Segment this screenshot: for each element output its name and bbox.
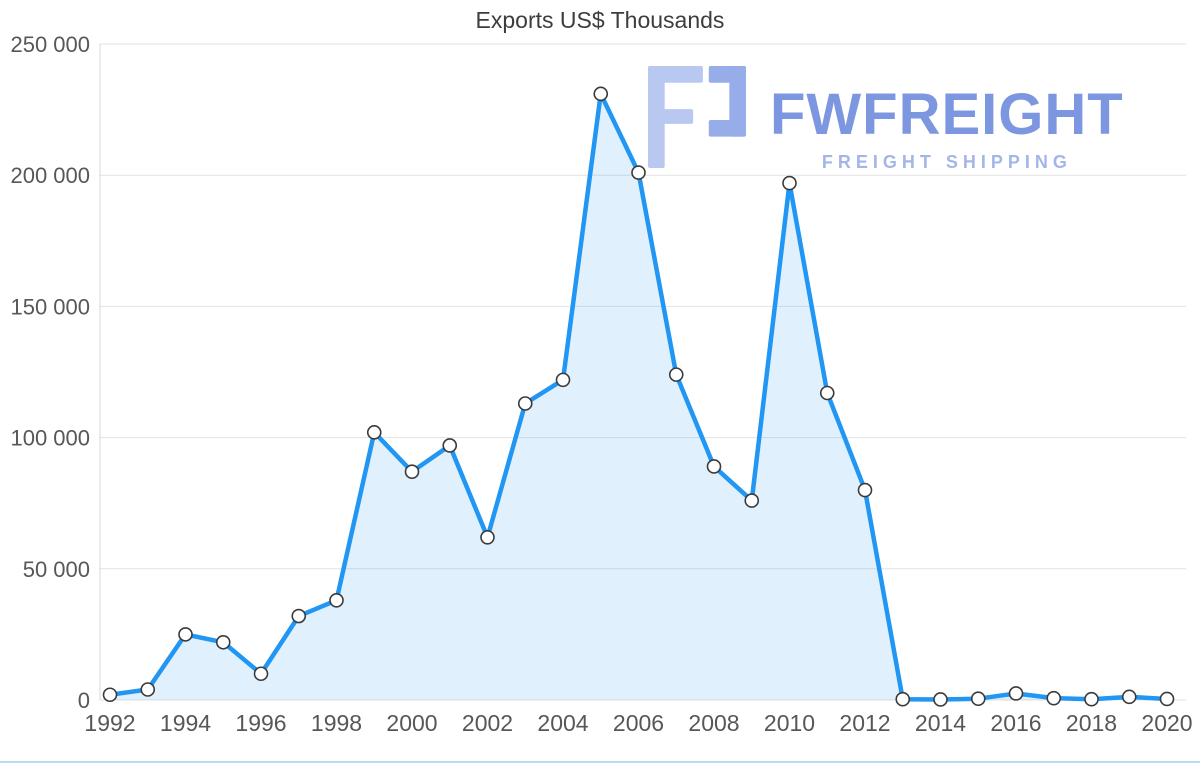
data-point bbox=[291, 608, 307, 624]
x-tick-label: 2014 bbox=[915, 710, 966, 736]
data-point bbox=[329, 592, 344, 608]
x-tick-label: 2000 bbox=[386, 710, 437, 736]
x-tick-label: 1996 bbox=[235, 710, 286, 736]
data-point bbox=[782, 175, 797, 191]
data-point bbox=[631, 165, 646, 180]
data-point bbox=[102, 687, 118, 703]
data-point bbox=[819, 385, 835, 401]
x-tick-label: 1998 bbox=[311, 710, 362, 736]
y-tick-label: 100 000 bbox=[10, 426, 90, 451]
chart-title: Exports US$ Thousands bbox=[475, 7, 725, 33]
data-point bbox=[366, 425, 382, 440]
data-point bbox=[1084, 691, 1099, 707]
data-point bbox=[1008, 686, 1024, 701]
area-fill bbox=[110, 93, 1167, 700]
data-point bbox=[1121, 689, 1137, 705]
data-point bbox=[555, 372, 571, 388]
data-point bbox=[857, 482, 873, 498]
data-point bbox=[442, 438, 458, 453]
bottom-accent-line bbox=[0, 761, 1200, 763]
x-tick-label: 2016 bbox=[990, 710, 1041, 736]
data-point bbox=[593, 86, 609, 102]
data-point bbox=[706, 459, 722, 474]
y-tick-label: 150 000 bbox=[10, 294, 90, 319]
data-point bbox=[1159, 691, 1175, 707]
x-tick-label: 2002 bbox=[462, 710, 513, 736]
x-tick-label: 2008 bbox=[688, 710, 739, 736]
x-tick-label: 2006 bbox=[613, 710, 664, 736]
x-tick-label: 2018 bbox=[1066, 710, 1117, 736]
y-tick-label: 0 bbox=[78, 688, 90, 713]
data-point bbox=[970, 691, 986, 706]
y-tick-label: 200 000 bbox=[10, 163, 90, 188]
x-tick-label: 1994 bbox=[160, 710, 211, 736]
data-point bbox=[744, 493, 760, 508]
data-point bbox=[668, 367, 684, 382]
data-point bbox=[178, 627, 193, 642]
x-tick-label: 2012 bbox=[839, 710, 890, 736]
x-tick-label: 2010 bbox=[764, 710, 815, 736]
x-tick-label: 2004 bbox=[537, 710, 588, 736]
data-point bbox=[140, 682, 156, 697]
data-point bbox=[933, 692, 948, 707]
data-point bbox=[1046, 690, 1062, 706]
data-point bbox=[480, 530, 495, 545]
data-point bbox=[215, 634, 231, 650]
x-tick-label: 2020 bbox=[1141, 710, 1192, 736]
data-point bbox=[404, 464, 420, 480]
x-tick-label: 1992 bbox=[84, 710, 135, 736]
y-tick-label: 250 000 bbox=[10, 32, 90, 57]
y-tick-label: 50 000 bbox=[23, 557, 90, 582]
data-point bbox=[895, 691, 911, 707]
data-point bbox=[253, 666, 269, 682]
data-point bbox=[517, 396, 533, 411]
